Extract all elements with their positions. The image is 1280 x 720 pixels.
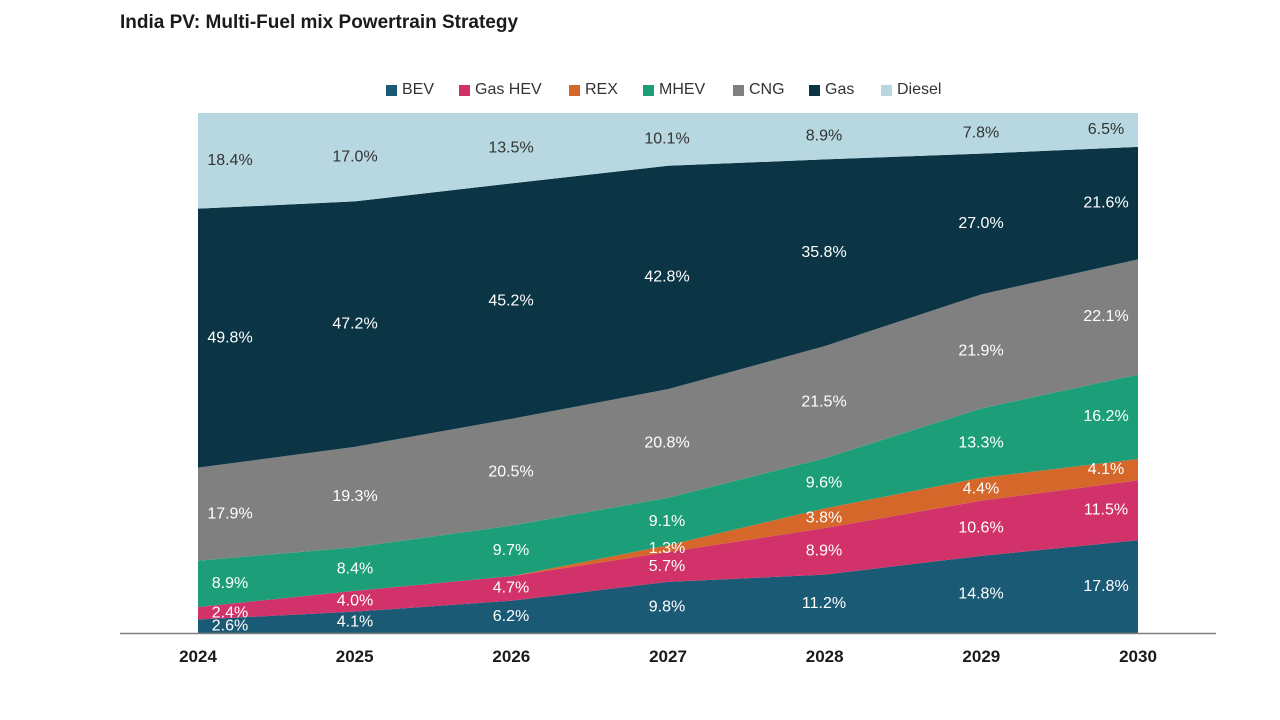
- data-label-mhev-2025: 8.4%: [337, 560, 373, 577]
- x-tick-label-2025: 2025: [336, 647, 374, 666]
- x-tick-label-2024: 2024: [179, 647, 217, 666]
- area-cng: [198, 259, 1138, 561]
- legend-label: Diesel: [897, 81, 942, 98]
- data-label-mhev-2030: 16.2%: [1083, 408, 1128, 425]
- legend-label: Gas HEV: [475, 81, 542, 98]
- area-mhev: [198, 374, 1138, 607]
- data-label-gas-2025: 47.2%: [332, 315, 377, 332]
- data-label-bev-2025: 4.1%: [337, 614, 373, 631]
- legend-label: Gas: [825, 81, 855, 98]
- data-label-diesel-2027: 10.1%: [644, 131, 689, 148]
- data-label-cng-2024: 17.9%: [207, 505, 252, 522]
- data-label-gas-hev-2026: 4.7%: [493, 580, 529, 597]
- legend-item-rex: REX: [569, 81, 618, 99]
- data-label-gas-2029: 27.0%: [958, 215, 1003, 232]
- data-label-gas-hev-2027: 5.7%: [649, 558, 685, 575]
- x-tick-label-2030: 2030: [1119, 647, 1157, 666]
- chart-legend: BEV Gas HEV REX MHEV CNG Gas Diesel: [0, 81, 1280, 103]
- data-label-mhev-2028: 9.6%: [806, 475, 842, 492]
- legend-item-mhev: MHEV: [643, 81, 705, 99]
- data-label-gas-hev-2030: 11.5%: [1084, 502, 1128, 519]
- data-label-gas-hev-2028: 8.9%: [806, 543, 842, 560]
- legend-label: REX: [585, 81, 618, 98]
- data-label-gas-2026: 45.2%: [488, 292, 533, 309]
- legend-swatch: [881, 84, 892, 96]
- area-gas: [198, 146, 1138, 468]
- legend-item-diesel: Diesel: [881, 81, 941, 99]
- legend-swatch: [569, 84, 580, 96]
- x-tick-label-2028: 2028: [806, 647, 844, 666]
- legend-item-bev: BEV: [386, 81, 434, 99]
- legend-swatch: [459, 84, 470, 96]
- legend-item-gas: Gas: [809, 81, 854, 99]
- data-label-diesel-2025: 17.0%: [332, 148, 377, 165]
- legend-swatch: [809, 84, 820, 96]
- area-rex: [198, 458, 1138, 607]
- data-label-bev-2024: 2.6%: [212, 617, 248, 634]
- legend-item-cng: CNG: [733, 81, 785, 99]
- data-label-rex-2027: 1.3%: [649, 540, 685, 557]
- data-label-cng-2028: 21.5%: [801, 393, 846, 410]
- data-label-gas-hev-2025: 4.0%: [337, 592, 373, 609]
- data-label-diesel-2028: 8.9%: [806, 127, 842, 144]
- data-label-diesel-2029: 7.8%: [963, 125, 999, 142]
- data-label-cng-2026: 20.5%: [488, 463, 533, 480]
- legend-swatch: [643, 84, 654, 96]
- data-label-bev-2026: 6.2%: [493, 608, 529, 625]
- data-label-gas-2027: 42.8%: [644, 269, 689, 286]
- data-label-rex-2028: 3.8%: [806, 509, 842, 526]
- data-label-cng-2029: 21.9%: [958, 343, 1003, 360]
- area-diesel: [198, 113, 1138, 209]
- chart-title: India PV: Multi-Fuel mix Powertrain Stra…: [120, 12, 519, 33]
- data-label-cng-2030: 22.1%: [1083, 308, 1128, 325]
- legend-swatch: [733, 84, 744, 96]
- data-label-cng-2027: 20.8%: [644, 435, 689, 452]
- area-gas-hev: [198, 480, 1138, 620]
- data-label-gas-2030: 21.6%: [1083, 194, 1128, 211]
- data-label-cng-2025: 19.3%: [332, 488, 377, 505]
- legend-label: CNG: [749, 81, 785, 98]
- data-label-bev-2028: 11.2%: [802, 595, 846, 612]
- data-label-gas-hev-2029: 10.6%: [958, 519, 1003, 536]
- area-bev: [198, 540, 1138, 633]
- data-label-gas-2028: 35.8%: [801, 244, 846, 261]
- data-label-gas-2024: 49.8%: [207, 329, 252, 346]
- data-label-diesel-2024: 18.4%: [207, 152, 252, 169]
- x-tick-label-2027: 2027: [649, 647, 687, 666]
- data-label-mhev-2027: 9.1%: [649, 513, 685, 530]
- data-label-gas-hev-2024: 2.4%: [212, 604, 248, 621]
- data-label-bev-2029: 14.8%: [958, 586, 1003, 603]
- x-tick-label-2026: 2026: [492, 647, 530, 666]
- data-label-diesel-2030: 6.5%: [1088, 121, 1124, 138]
- data-label-bev-2030: 17.8%: [1083, 578, 1128, 595]
- data-label-bev-2027: 9.8%: [649, 599, 685, 616]
- data-label-diesel-2026: 13.5%: [488, 139, 533, 156]
- x-tick-label-2029: 2029: [962, 647, 1000, 666]
- data-label-mhev-2029: 13.3%: [958, 434, 1003, 451]
- data-label-rex-2030: 4.1%: [1088, 461, 1124, 478]
- data-label-rex-2029: 4.4%: [963, 480, 999, 497]
- legend-item-gas-hev: Gas HEV: [459, 81, 542, 99]
- data-label-mhev-2026: 9.7%: [493, 542, 529, 559]
- legend-swatch: [386, 84, 397, 96]
- data-label-mhev-2024: 8.9%: [212, 575, 248, 592]
- legend-label: BEV: [402, 81, 435, 98]
- legend-label: MHEV: [659, 81, 706, 98]
